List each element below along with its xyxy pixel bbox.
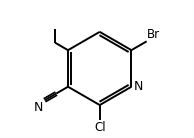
Text: N: N <box>134 80 143 93</box>
Text: N: N <box>34 101 43 114</box>
Text: Cl: Cl <box>94 121 106 134</box>
Text: Br: Br <box>147 28 160 41</box>
